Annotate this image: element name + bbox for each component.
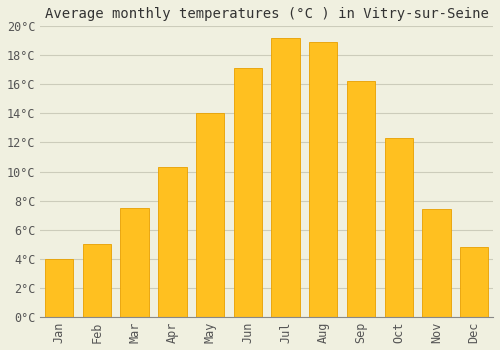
Bar bbox=[347, 82, 375, 317]
Bar bbox=[309, 42, 338, 317]
Bar bbox=[234, 68, 262, 317]
Bar bbox=[120, 208, 149, 317]
Bar bbox=[45, 259, 74, 317]
Bar bbox=[422, 209, 450, 317]
Bar bbox=[272, 38, 299, 317]
Bar bbox=[196, 113, 224, 317]
Bar bbox=[460, 247, 488, 317]
Bar bbox=[83, 244, 111, 317]
Bar bbox=[158, 167, 186, 317]
Bar bbox=[384, 138, 413, 317]
Title: Average monthly temperatures (°C ) in Vitry-sur-Seine: Average monthly temperatures (°C ) in Vi… bbox=[44, 7, 488, 21]
